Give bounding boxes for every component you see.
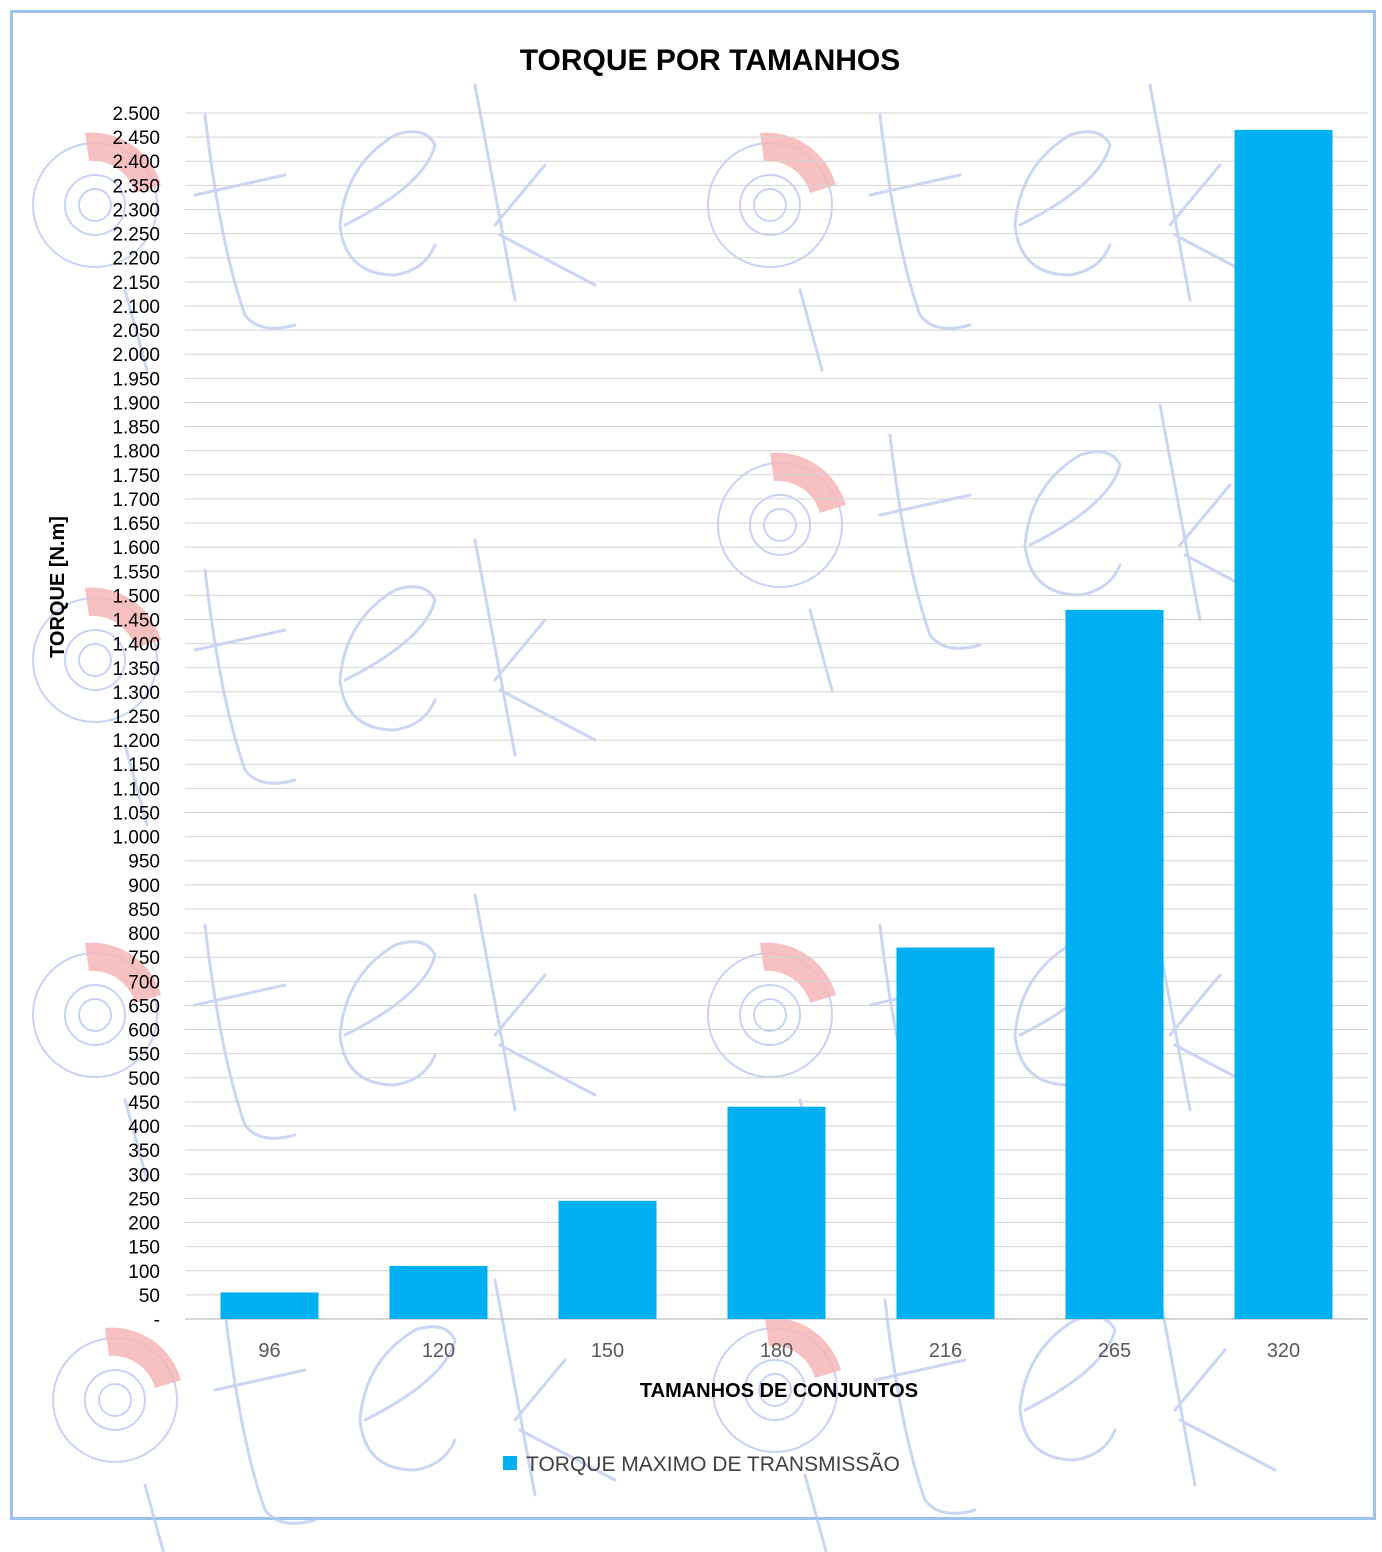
y-tick-label: 550 [128,1045,160,1066]
y-tick-label: 400 [128,1117,160,1138]
y-tick-label: 2.100 [112,297,160,318]
y-tick-label: 1.350 [112,659,160,680]
x-tick-label: 320 [1267,1340,1300,1362]
x-tick-label: 180 [760,1340,793,1362]
y-tick-label: 2.250 [112,225,160,246]
watermark-logo [32,893,597,1182]
y-tick-label: 600 [128,1021,160,1042]
y-tick-label: 500 [128,1069,160,1090]
y-tick-label: 700 [128,972,160,993]
bar-265 [1065,609,1164,1319]
y-tick-label: 1.100 [112,779,160,800]
y-tick-label: 900 [128,876,160,897]
y-tick-label: 2.450 [112,128,160,149]
bar-96 [220,1292,319,1319]
watermark-logo [712,1268,1277,1552]
bar-216 [896,947,995,1319]
y-tick-label: 750 [128,948,160,969]
watermark-logo [52,1278,617,1552]
y-tick-label: 1.300 [112,683,160,704]
y-tick-label: 1.500 [112,586,160,607]
x-tick-label: 120 [422,1340,455,1362]
y-tick-label: 2.150 [112,273,160,294]
y-tick-label: 1.950 [112,369,160,390]
y-tick-label: 1.000 [112,828,160,849]
y-tick-label: 50 [139,1286,160,1307]
y-tick-label: 850 [128,900,160,921]
bars [220,129,1333,1319]
watermark-logo [707,83,1272,372]
y-tick-label: 100 [128,1262,160,1283]
y-tick-label: 300 [128,1165,160,1186]
legend-label: TORQUE MAXIMO DE TRANSMISSÃO [526,1452,900,1476]
y-tick-label: 1.900 [112,393,160,414]
gridlines [185,112,1368,1320]
y-tick-label: 950 [128,852,160,873]
y-tick-label: 1.650 [112,514,160,535]
bar-150 [558,1200,657,1319]
y-tick-label: 2.050 [112,321,160,342]
y-tick-label: 1.400 [112,635,160,656]
y-tick-label: 1.800 [112,442,160,463]
watermark-logo [32,83,597,372]
y-axis-label: TORQUE [N.m] [47,516,69,658]
chart-title: TORQUE POR TAMANHOS [520,44,901,77]
y-tick-label: 1.200 [112,731,160,752]
x-tick-label: 150 [591,1340,624,1362]
y-tick-label: 2.000 [112,345,160,366]
y-tick-label: 2.500 [112,104,160,125]
y-axis-ticks: - 50 100 150 200 250 300 350 400 450 500 550 600 650 7… [112,104,160,1331]
y-tick-label: 1.150 [112,755,160,776]
y-tick-label: 800 [128,924,160,945]
y-tick-label: 350 [128,1141,160,1162]
y-tick-label: 2.400 [112,152,160,173]
y-tick-label: 1.050 [112,803,160,824]
x-tick-label: 96 [258,1340,280,1362]
x-axis-ticks: 96 120 150 180 216 265 320 [258,1340,1300,1362]
y-tick-label: 200 [128,1214,160,1235]
y-tick-label: 650 [128,996,160,1017]
y-tick-label: 1.550 [112,562,160,583]
bar-180 [727,1106,826,1319]
y-tick-label: 1.700 [112,490,160,511]
x-tick-label: 216 [929,1340,962,1362]
y-tick-label: 1.600 [112,538,160,559]
x-axis-label: TAMANHOS DE CONJUNTOS [640,1380,918,1402]
legend-swatch [503,1456,517,1470]
y-tick-label: 1.450 [112,611,160,632]
y-tick-label: 2.300 [112,200,160,221]
legend: TORQUE MAXIMO DE TRANSMISSÃO [503,1452,900,1476]
y-tick-label: - [154,1310,160,1331]
y-tick-label: 2.200 [112,249,160,270]
y-tick-label: 450 [128,1093,160,1114]
y-tick-label: 1.750 [112,466,160,487]
y-tick-label: 2.350 [112,176,160,197]
y-tick-label: 250 [128,1189,160,1210]
bar-320 [1234,129,1333,1319]
watermark-logo [717,403,1282,692]
x-tick-label: 265 [1098,1340,1131,1362]
bar-120 [389,1265,488,1319]
y-tick-label: 1.250 [112,707,160,728]
y-tick-label: 1.850 [112,418,160,439]
y-tick-label: 150 [128,1238,160,1259]
watermark-logo [32,538,597,827]
